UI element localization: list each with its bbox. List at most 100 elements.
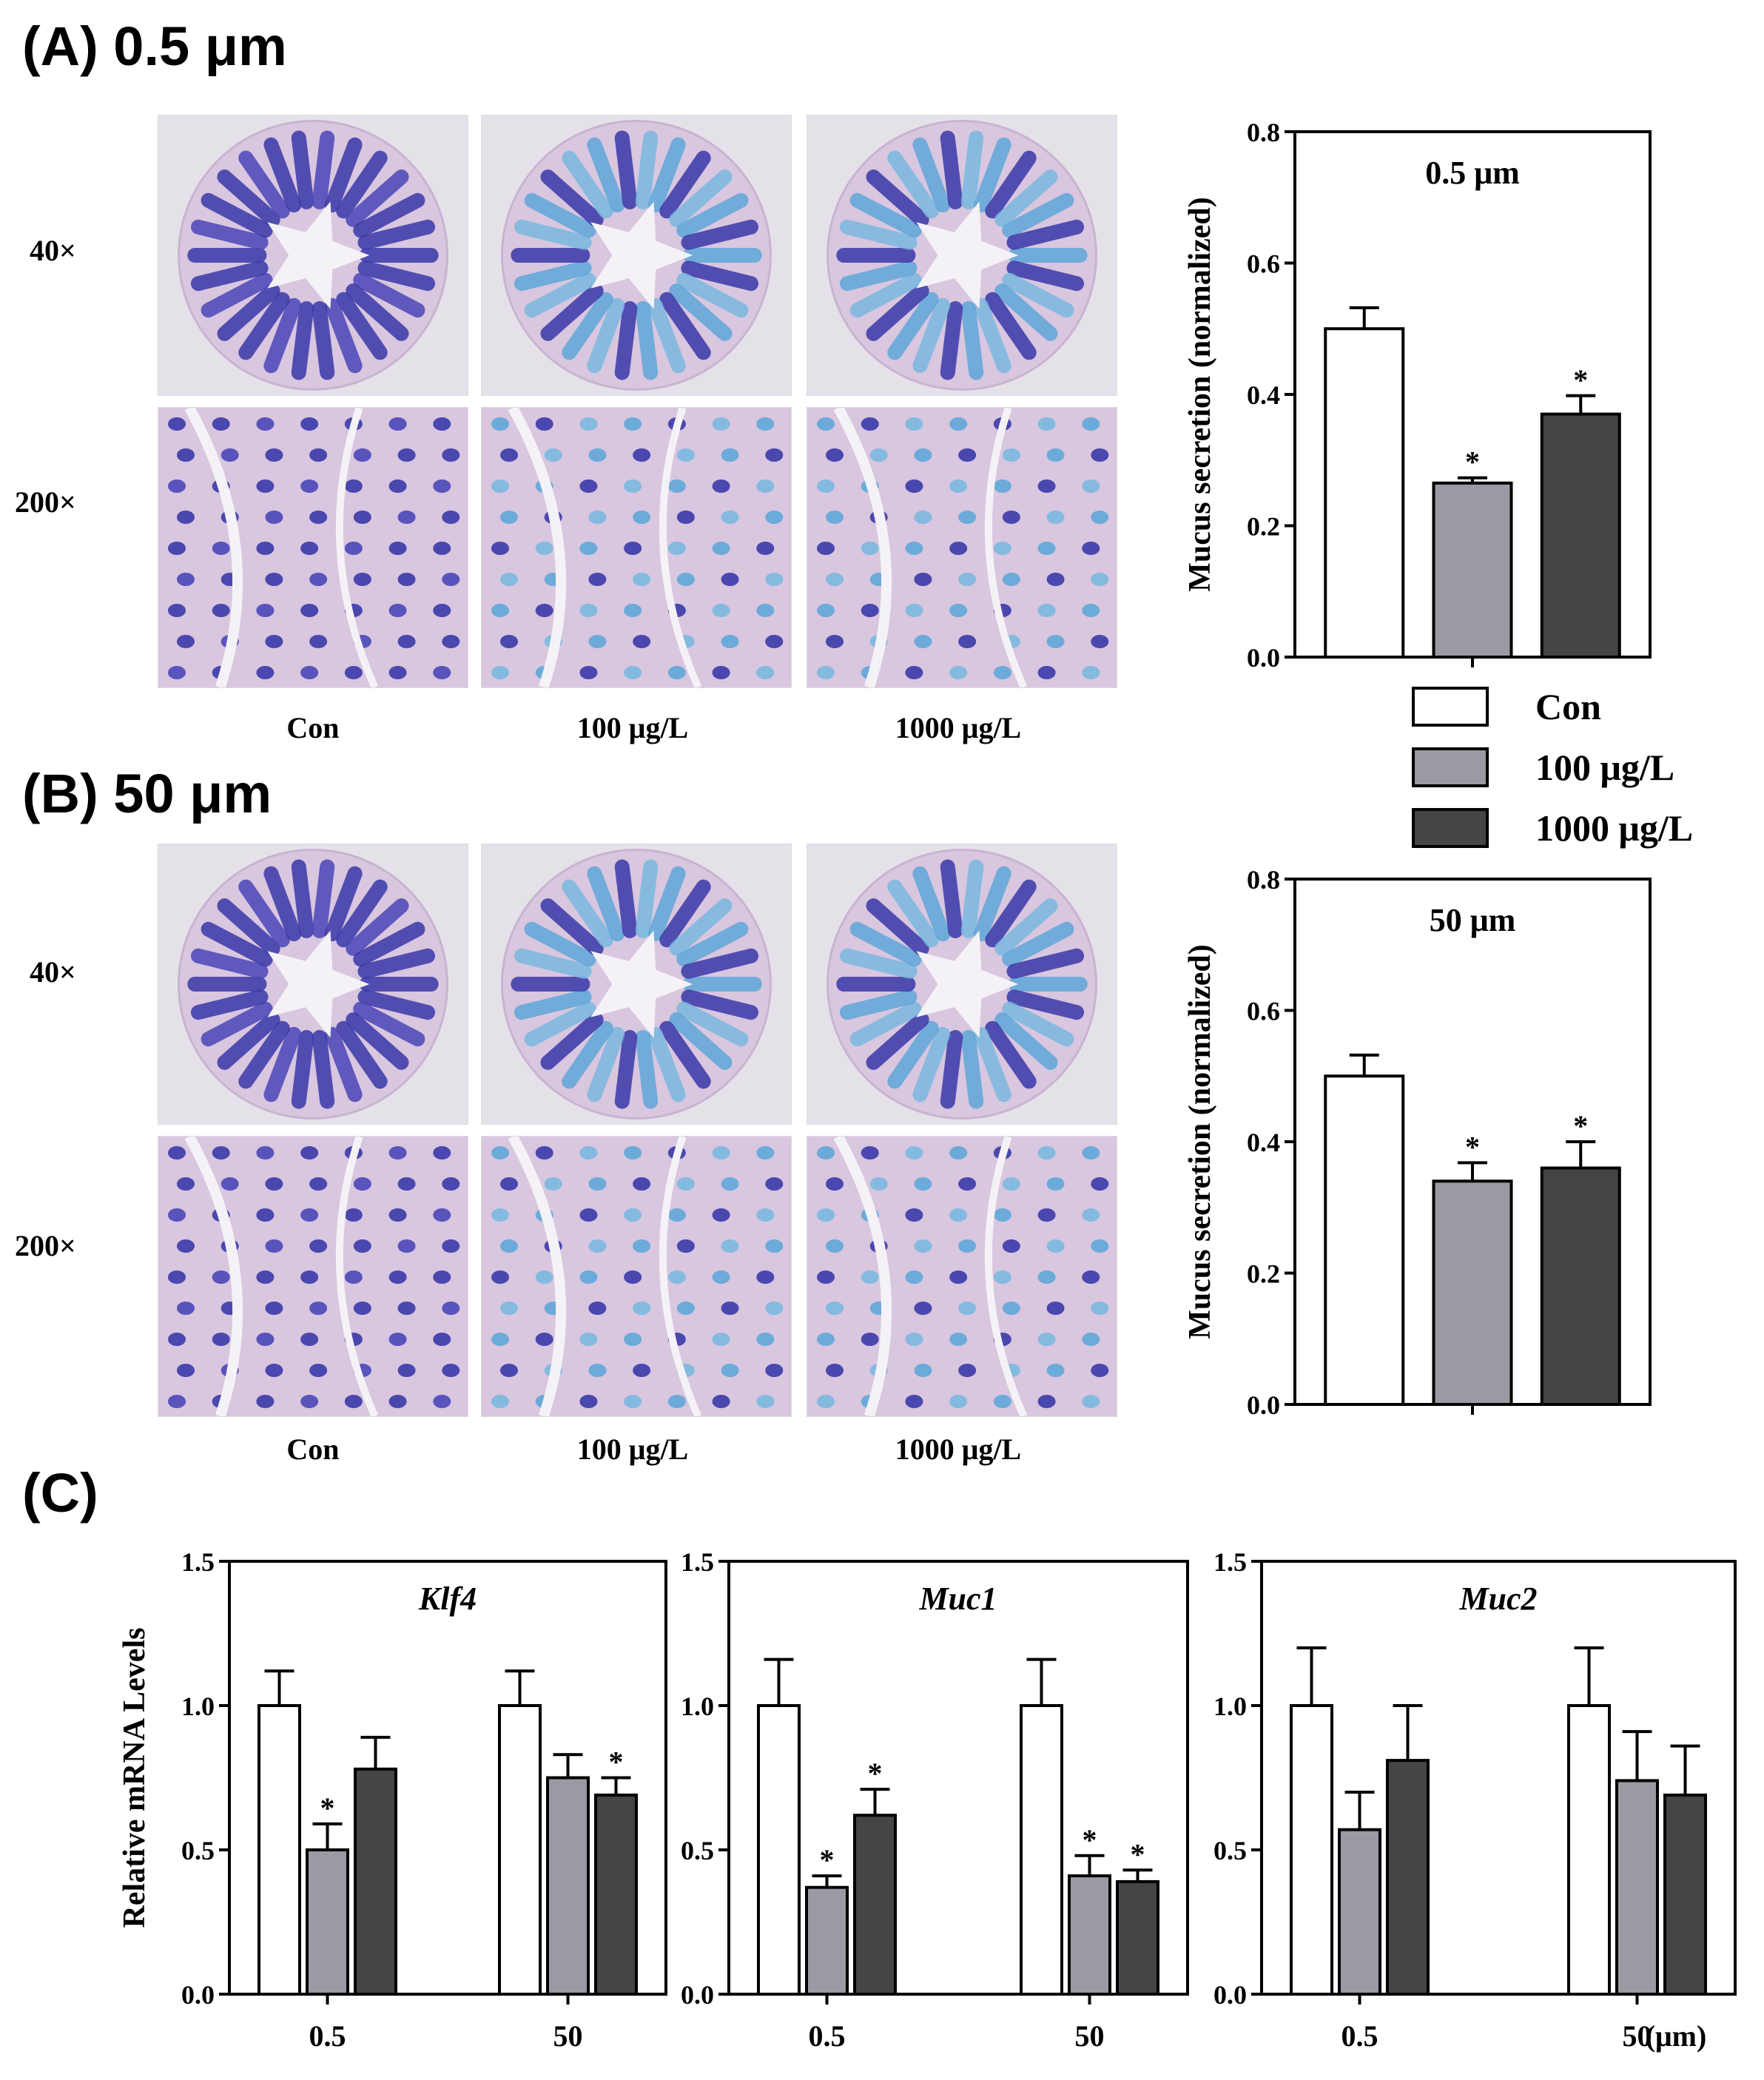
y-tick-label: 0.2	[1247, 512, 1280, 542]
bar-g1-s0	[1567, 1704, 1611, 1996]
legend-swatch-0	[1412, 687, 1489, 727]
mag-label-40x-a: 40×	[30, 234, 76, 267]
bar-1	[1432, 1179, 1513, 1406]
bar-g0-s1-significance: *	[320, 1791, 335, 1825]
y-tick-label: 0.4	[1247, 380, 1280, 410]
chart-title: 50 μm	[1430, 902, 1516, 938]
chart-title: Muc2	[1458, 1581, 1537, 1617]
x-tick-label: 50	[553, 2019, 583, 2053]
x-tick-label: 0.5	[1341, 2019, 1378, 2053]
y-axis-label: Mucus secretion (normalized)	[1183, 944, 1217, 1339]
chart-mucus-05um: 0.0 0.2 0.4 0.6 0.8 Mucus secretion (normaliz…	[1183, 118, 1652, 673]
b-micrograph-200x-1	[481, 1136, 792, 1417]
bar-g0-s1	[1338, 1828, 1381, 1996]
bar-0	[1324, 1074, 1405, 1406]
y-axis-label: Relative mRNA Levels	[118, 1628, 152, 1928]
bar-g0-s0	[1290, 1704, 1333, 1996]
y-tick-label: 1.5	[1213, 1547, 1247, 1577]
legend-swatch-2	[1412, 808, 1489, 848]
a-micrograph-40x-0-image	[158, 115, 468, 395]
chart-title: Klf4	[418, 1581, 477, 1617]
y-tick-label: 0.0	[181, 1980, 215, 2010]
legend-label-2: 1000 μg/L	[1535, 807, 1693, 849]
a-micrograph-200x-1	[481, 407, 792, 688]
chart-muc2: 0.0 0.5 1.0 1.5 Muc2 0.5 50(μm)	[1213, 1547, 1737, 2053]
bar-g1-s2	[594, 1793, 638, 1996]
legend: Con 100 μg/L 1000 μg/L	[1412, 686, 1693, 849]
y-tick-label: 0.4	[1247, 1128, 1280, 1157]
legend-swatch-1	[1412, 747, 1489, 787]
bar-1-significance: *	[1465, 1130, 1480, 1163]
chart-title: 0.5 μm	[1425, 155, 1520, 191]
bar-g0-s2-significance: *	[868, 1757, 883, 1790]
x-tick-label: 0.5	[809, 2019, 846, 2053]
bar-g1-s2-significance: *	[609, 1746, 624, 1779]
bar-g0-s1	[306, 1848, 349, 1996]
col-label-1000-a: 1000 μg/L	[895, 711, 1022, 744]
a-micrograph-40x-2	[807, 115, 1117, 396]
y-tick-label: 1.0	[681, 1692, 714, 1721]
plot-frame	[727, 1560, 1189, 1996]
bar-g0-s1	[805, 1885, 849, 1996]
b-micrograph-40x-0	[158, 844, 468, 1125]
x-tick-label: 0.5	[309, 2019, 346, 2053]
y-tick-label: 0.8	[1247, 865, 1280, 895]
x-tick-label: 50	[1623, 2019, 1652, 2053]
bar-g1-s2	[1663, 1793, 1707, 1996]
a-micrograph-40x-0	[158, 115, 468, 396]
y-tick-label: 1.0	[1213, 1692, 1247, 1721]
col-label-100-b: 100 μg/L	[576, 1433, 689, 1466]
chart-title: Muc1	[918, 1581, 997, 1617]
mag-label-200x-a: 200×	[15, 485, 76, 519]
bar-g1-s0	[498, 1704, 542, 1996]
y-tick-label: 0.0	[681, 1980, 714, 2010]
bar-2-significance: *	[1573, 363, 1588, 397]
col-label-100-a: 100 μg/L	[576, 711, 689, 744]
y-tick-label: 0.5	[681, 1836, 714, 1865]
mag-label-40x-b: 40×	[30, 955, 76, 989]
col-label-con-b: Con	[286, 1433, 340, 1466]
y-tick-label: 0.6	[1247, 997, 1280, 1026]
bar-g1-s2-significance: *	[1131, 1837, 1145, 1871]
y-tick-label: 0.0	[1213, 1980, 1247, 2010]
bar-g0-s2	[1386, 1759, 1430, 1996]
bar-2	[1540, 1166, 1621, 1406]
bar-2-significance: *	[1573, 1109, 1588, 1142]
a-micrograph-200x-0-image	[158, 408, 468, 687]
bar-g1-s2	[1116, 1879, 1159, 1996]
panel-c-label: (C)	[22, 1462, 98, 1524]
bar-g1-s0	[1020, 1704, 1063, 1996]
bar-g1-s1	[1068, 1874, 1111, 1996]
panel-b-label: (B) 50 μm	[22, 763, 272, 824]
chart-mucus-50um: 0.0 0.2 0.4 0.6 0.8 Mucus secretion (normaliz…	[1183, 865, 1652, 1420]
bar-0	[1324, 327, 1405, 659]
bar-g0-s1-significance: *	[820, 1843, 835, 1877]
bar-g1-s1	[546, 1776, 590, 1996]
b-micrograph-40x-0-image	[158, 844, 468, 1124]
col-label-con-a: Con	[286, 711, 340, 744]
col-label-1000-b: 1000 μg/L	[895, 1433, 1022, 1466]
y-tick-label: 0.5	[1213, 1836, 1247, 1865]
bar-g0-s2	[354, 1767, 397, 1996]
a-micrograph-40x-1-image	[482, 115, 791, 395]
chart-muc1: 0.0 0.5 1.0 1.5 Muc1 * * 0.5 * * 50	[681, 1547, 1189, 2053]
bar-g1-s1	[1615, 1779, 1659, 1996]
y-tick-label: 1.0	[181, 1692, 215, 1721]
b-micrograph-40x-1	[481, 844, 792, 1125]
panel-a-label: (A) 0.5 μm	[22, 16, 287, 77]
b-micrograph-40x-1-image	[482, 844, 791, 1124]
b-micrograph-200x-0-image	[158, 1137, 468, 1416]
b-micrograph-200x-1-image	[482, 1137, 791, 1416]
a-micrograph-200x-2	[807, 407, 1117, 688]
legend-label-1: 100 μg/L	[1535, 747, 1674, 788]
y-tick-label: 0.0	[1247, 643, 1280, 673]
b-micrograph-40x-2-image	[807, 844, 1117, 1124]
y-tick-label: 0.0	[1247, 1390, 1280, 1420]
x-unit-label: (μm)	[1646, 2019, 1707, 2053]
y-tick-label: 0.8	[1247, 118, 1280, 147]
a-micrograph-40x-2-image	[807, 115, 1117, 395]
y-tick-label: 0.2	[1247, 1259, 1280, 1289]
x-tick-label: 50	[1075, 2019, 1105, 2053]
bar-g0-s0	[757, 1704, 801, 1996]
bar-g1-s1-significance: *	[1083, 1823, 1097, 1857]
